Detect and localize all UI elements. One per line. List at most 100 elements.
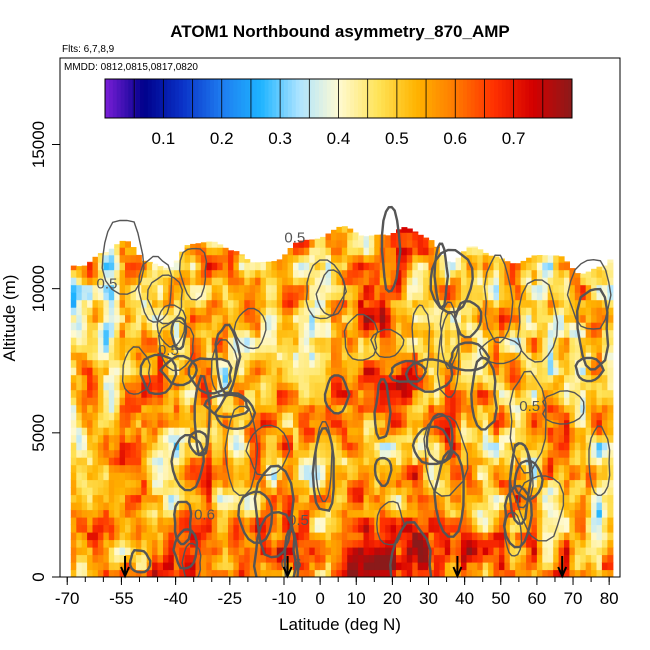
heat-cell [152,307,159,316]
heat-cell [97,299,104,308]
heat-cell [580,337,587,346]
heat-cell [547,359,554,368]
heat-cell [152,547,159,556]
heat-cell [293,344,299,353]
heat-cell [200,299,207,308]
heat-cell [125,337,131,346]
heat-cell [195,397,202,406]
heat-cell [509,284,516,293]
heat-cell [146,479,153,488]
heat-cell [249,359,256,368]
heat-cell [233,344,240,353]
heat-cell [336,442,343,451]
heat-cell [450,427,457,436]
heat-cell [520,509,527,518]
heat-cell [244,367,251,376]
colorbar-segment [400,79,406,118]
heat-cell [504,307,511,316]
heat-cell [146,457,153,466]
heat-cell [347,239,354,248]
heat-cell [406,419,413,428]
heat-cell [200,254,207,263]
heat-cell [461,359,467,368]
heat-cell [444,427,451,436]
heat-cell [515,547,522,556]
heat-cell [260,502,267,511]
heat-cell [509,524,516,533]
heat-cell [217,244,224,248]
heat-cell [320,239,327,248]
heat-cell [542,382,549,391]
heat-cell [97,569,104,577]
heat-cell [141,284,148,293]
heat-cell [152,457,159,466]
heat-cell [200,352,207,361]
heat-cell [607,509,614,518]
heat-cell [298,352,305,361]
heat-cell [282,442,289,451]
heat-cell [249,569,256,577]
heat-cell [179,487,186,496]
heat-cell [390,502,397,511]
heat-cell [482,352,489,361]
heat-cell [412,562,419,571]
heat-cell [97,367,104,376]
heat-cell [601,382,608,391]
colorbar-segment [284,79,289,118]
heat-cell [87,397,94,406]
heat-cell [569,329,576,338]
heat-cell [276,457,283,466]
heat-cell [444,292,451,301]
heat-cell [97,262,104,271]
heat-cell [547,502,554,511]
heat-cell [130,449,137,458]
heat-cell [265,472,272,481]
heat-cell [200,487,207,496]
x-tick-label: 80 [600,589,619,608]
heat-cell [515,359,522,368]
heat-cell [542,337,549,346]
heat-cell [119,262,126,271]
heat-cell [558,442,565,451]
heat-cell [70,494,77,503]
heat-cell [547,299,554,308]
heat-cell [515,524,522,533]
heat-cell [412,247,419,256]
heat-cell [152,352,159,361]
heat-cell [607,307,614,316]
heat-cell [520,344,527,353]
heat-cell [607,464,614,473]
heat-cell [385,359,392,368]
heat-cell [70,397,77,406]
heat-cell [76,352,83,361]
heat-cell [157,449,164,458]
heat-cell [341,374,348,383]
heat-cell [477,249,484,256]
heat-cell [271,397,278,406]
heat-cell [146,487,153,496]
heat-cell [336,337,343,346]
heat-cell [526,292,533,301]
heat-cell [526,257,533,263]
heat-cell [141,329,148,338]
heat-cell [184,247,191,256]
heat-cell [97,487,104,496]
heat-cell [401,352,408,361]
heat-cell [320,352,327,361]
heat-cell [238,509,245,518]
heat-cell [531,569,538,577]
heat-cell [585,532,592,541]
heat-cell [423,292,430,301]
heat-cell [298,457,305,466]
heat-cell [195,247,202,256]
heat-cell [200,337,207,346]
heat-cell [135,307,142,316]
heat-cell [455,269,462,278]
heat-cell [222,344,229,353]
heat-cell [509,539,516,548]
heat-cell [298,509,305,518]
heat-cell [401,292,408,301]
heat-cell [114,434,121,443]
heat-cell [466,314,473,323]
heat-cell [195,502,202,511]
